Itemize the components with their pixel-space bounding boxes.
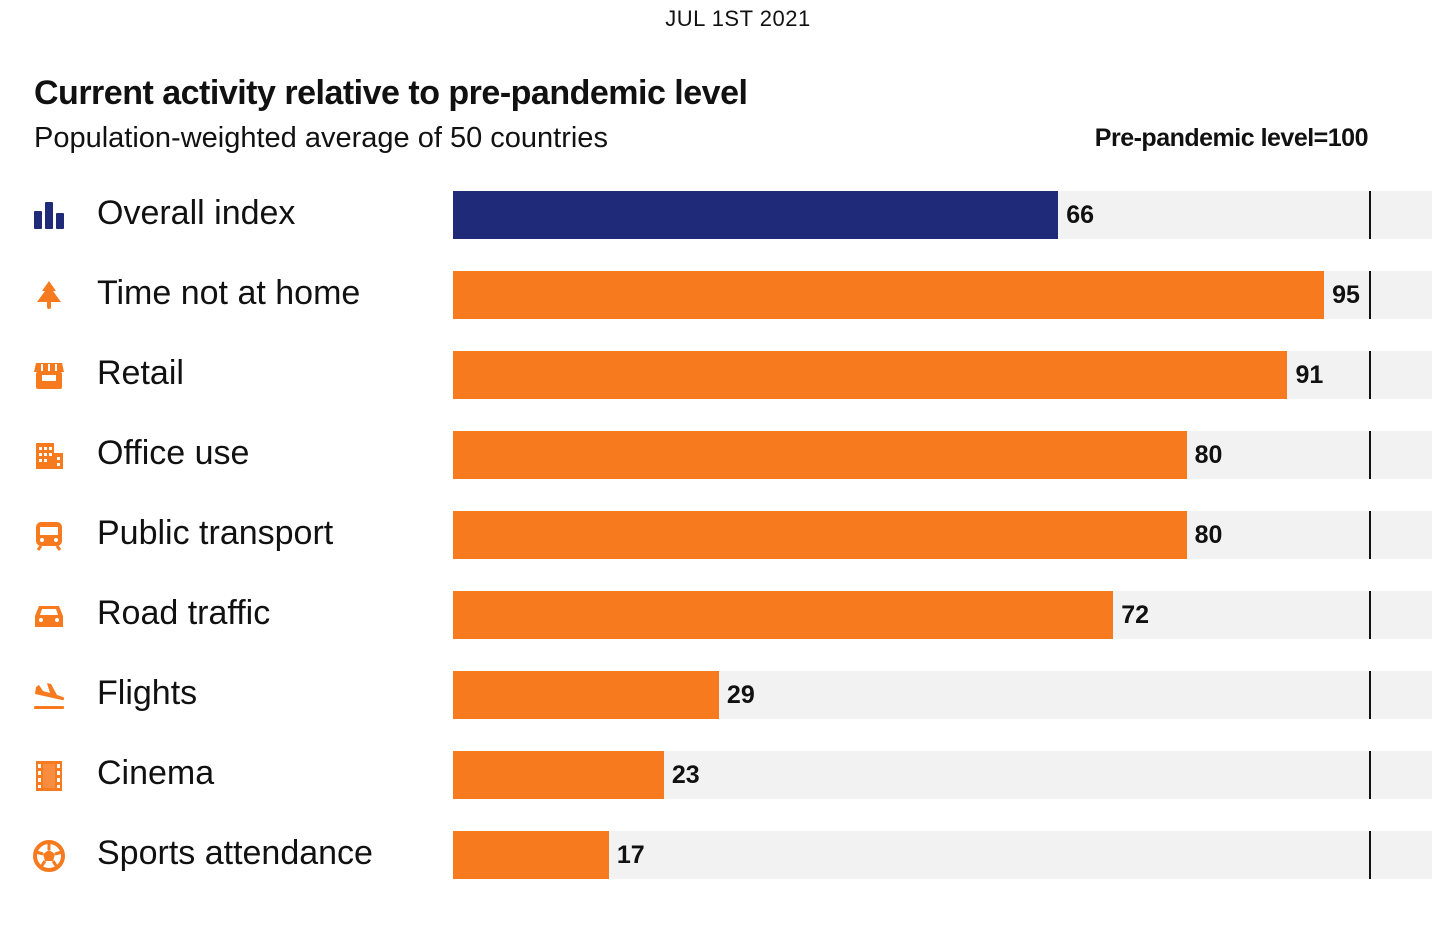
value-label: 29 [726, 681, 755, 709]
category-label: Retail [97, 354, 184, 392]
chart-date: JUL 1ST 2021 [665, 6, 811, 31]
value-label: 91 [1295, 361, 1324, 389]
reference-line [1369, 431, 1371, 479]
bar [453, 271, 1325, 319]
bar-row: Retail 91 [0, 351, 1452, 399]
value-label: 72 [1121, 601, 1150, 629]
storefront-icon [34, 363, 64, 389]
bar-row: Office use 80 [0, 431, 1452, 479]
film-icon [36, 761, 62, 791]
category-label: Time not at home [97, 274, 361, 312]
category-label: Office use [97, 434, 250, 472]
category-label: Flights [97, 674, 198, 712]
category-label: Cinema [97, 754, 215, 792]
bar-row: Sports attendance 17 [0, 831, 1452, 879]
bar-row: Flights 29 [0, 671, 1452, 719]
train-icon [36, 522, 62, 551]
value-label: 23 [671, 761, 700, 789]
reference-line [1369, 351, 1371, 399]
bar [453, 191, 1059, 239]
reference-line [1369, 671, 1371, 719]
bar-chart-icon [34, 202, 64, 229]
bar-row: Overall index 66 [0, 191, 1452, 239]
category-label: Sports attendance [97, 834, 373, 872]
reference-line [1369, 591, 1371, 639]
bar [453, 671, 719, 719]
plane-landing-icon [34, 683, 65, 709]
bar-row: Cinema 23 [0, 751, 1452, 799]
value-label: 95 [1332, 281, 1360, 309]
reference-line [1369, 271, 1371, 319]
reference-line [1369, 831, 1371, 879]
category-label: Public transport [97, 514, 334, 552]
reference-line [1369, 191, 1371, 239]
reference-line [1369, 751, 1371, 799]
tree-icon [37, 281, 61, 309]
reference-label: Pre-pandemic level=100 [1094, 124, 1369, 152]
bar-row: Road traffic 72 [0, 591, 1452, 639]
bar [453, 751, 664, 799]
value-label: 66 [1066, 201, 1095, 229]
chart-subtitle: Population-weighted average of 50 countr… [34, 122, 608, 154]
category-label: Road traffic [97, 594, 271, 632]
category-label: Overall index [97, 194, 296, 232]
bar [453, 831, 609, 879]
car-icon [35, 606, 63, 627]
soccer-ball-icon [33, 840, 65, 872]
bar [453, 351, 1288, 399]
bar [453, 591, 1114, 639]
chart-title: Current activity relative to pre-pandemi… [34, 74, 748, 112]
office-building-icon [36, 443, 63, 469]
value-label: 80 [1194, 521, 1223, 549]
value-label: 17 [616, 841, 645, 869]
bar-row: Time not at home 95 [0, 271, 1452, 319]
bar [453, 511, 1187, 559]
reference-line [1369, 511, 1371, 559]
value-label: 80 [1194, 441, 1223, 469]
bar-track [453, 831, 1432, 879]
bar-row: Public transport 80 [0, 511, 1452, 559]
bar [453, 431, 1187, 479]
